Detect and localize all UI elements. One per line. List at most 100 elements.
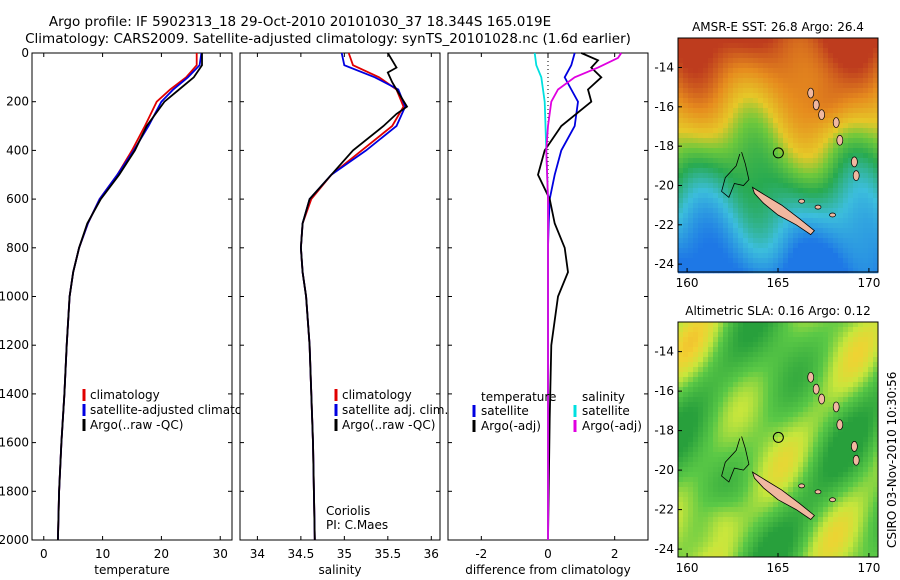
map-cell: [693, 268, 699, 274]
series-line: [57, 53, 203, 541]
map-cell: [698, 332, 704, 338]
map-cell: [833, 223, 839, 229]
map-cell: [828, 462, 834, 468]
map-cell: [758, 447, 764, 453]
map-cell: [803, 382, 809, 388]
map-cell: [823, 517, 829, 523]
map-cell: [873, 352, 879, 358]
map-cell: [838, 477, 844, 483]
map-cell: [773, 342, 779, 348]
map-cell: [828, 407, 834, 413]
map-cell: [693, 228, 699, 234]
map-cell: [803, 487, 809, 493]
map-cell: [818, 387, 824, 393]
map-cell: [858, 253, 864, 259]
map-cell: [813, 88, 819, 94]
map-cell: [713, 327, 719, 333]
map-cell: [783, 487, 789, 493]
map-cell: [713, 387, 719, 393]
map-cell: [803, 78, 809, 84]
map-cell: [808, 133, 814, 139]
map-cell: [793, 527, 799, 533]
map-cell: [813, 402, 819, 408]
map-cell: [873, 507, 879, 513]
map-cell: [763, 88, 769, 94]
map-cell: [768, 38, 774, 44]
map-cell: [683, 467, 689, 473]
map-cell: [803, 352, 809, 358]
map-cell: [688, 168, 694, 174]
map-cell: [753, 412, 759, 418]
map-cell: [798, 367, 804, 373]
map-cell: [713, 442, 719, 448]
map-cell: [768, 372, 774, 378]
map-cell: [708, 547, 714, 553]
map-cell: [763, 422, 769, 428]
map-cell: [728, 93, 734, 99]
map-cell: [678, 407, 684, 413]
map-cell: [788, 482, 794, 488]
map-cell: [683, 497, 689, 503]
map-cell: [683, 113, 689, 119]
map-cell: [708, 178, 714, 184]
map-cell: [723, 472, 729, 478]
map-cell: [828, 332, 834, 338]
map-cell: [768, 58, 774, 64]
map-cell: [703, 268, 709, 274]
map-cell: [738, 143, 744, 149]
map-cell: [818, 422, 824, 428]
map-cell: [838, 332, 844, 338]
map-cell: [733, 447, 739, 453]
map-cell: [818, 322, 824, 328]
map-cell: [863, 547, 869, 553]
map-cell: [833, 78, 839, 84]
map-cell: [758, 218, 764, 224]
map-cell: [818, 522, 824, 528]
map-cell: [753, 497, 759, 503]
map-cell: [743, 367, 749, 373]
map-cell: [783, 223, 789, 229]
map-cell: [698, 457, 704, 463]
map-cell: [748, 407, 754, 413]
map-cell: [733, 228, 739, 234]
map-cell: [803, 213, 809, 219]
map-cell: [728, 98, 734, 104]
map-cell: [763, 367, 769, 373]
map-cell: [733, 337, 739, 343]
map-cell: [873, 487, 879, 493]
map-cell: [838, 268, 844, 274]
map-cell: [853, 133, 859, 139]
map-cell: [678, 502, 684, 508]
map-cell: [808, 322, 814, 328]
map-cell: [803, 337, 809, 343]
map-cell: [873, 98, 879, 104]
map-cell: [863, 492, 869, 498]
map-cell: [863, 417, 869, 423]
map-cell: [698, 248, 704, 254]
map-cell: [688, 183, 694, 189]
map-cell: [778, 392, 784, 398]
map-cell: [753, 552, 759, 558]
map-cell: [683, 447, 689, 453]
map-cell: [723, 422, 729, 428]
map-cell: [693, 432, 699, 438]
map-cell: [873, 532, 879, 538]
y-tick-label: -24: [654, 257, 674, 271]
map-cell: [728, 193, 734, 199]
series-line: [545, 52, 623, 540]
map-cell: [678, 53, 684, 59]
map-cell: [728, 347, 734, 353]
map-cell: [773, 118, 779, 124]
y-tick-label: -22: [654, 503, 674, 517]
map-cell: [713, 78, 719, 84]
map-cell: [873, 213, 879, 219]
map-cell: [848, 238, 854, 244]
legend-label: Argo(-adj): [481, 419, 541, 433]
map-cell: [808, 213, 814, 219]
map-cell: [748, 118, 754, 124]
map-cell: [848, 133, 854, 139]
map-cell: [803, 447, 809, 453]
map-cell: [748, 332, 754, 338]
map-cell: [693, 128, 699, 134]
map-cell: [873, 153, 879, 159]
